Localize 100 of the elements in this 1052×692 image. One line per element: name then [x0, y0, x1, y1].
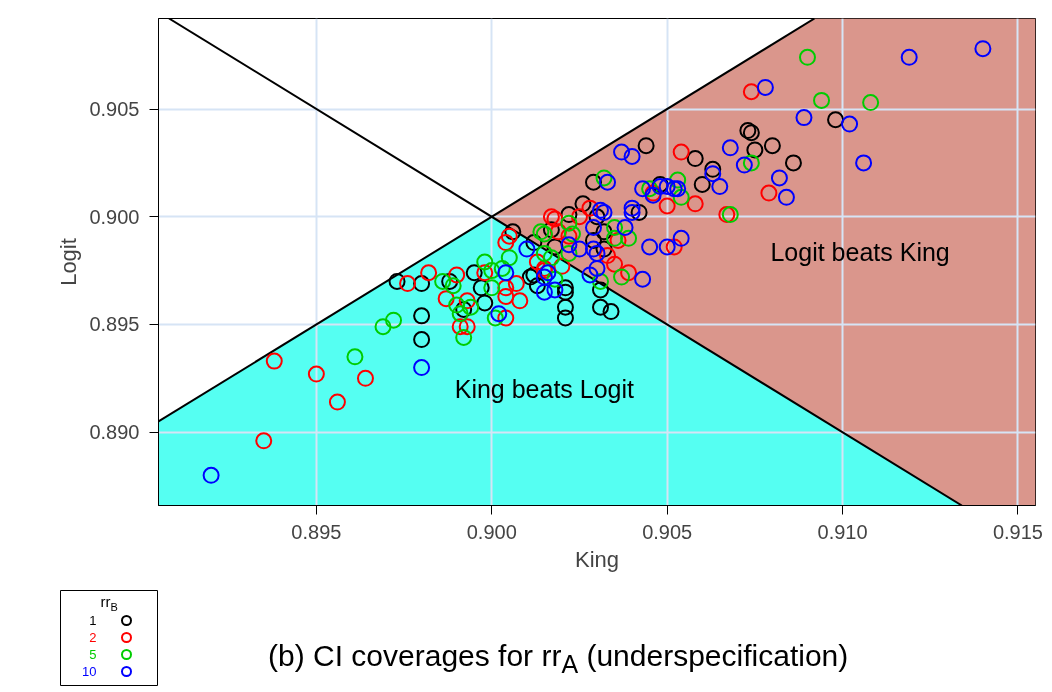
point: [202, 466, 220, 484]
point: [553, 257, 571, 275]
point: [525, 234, 543, 252]
point: [525, 266, 543, 284]
point: [542, 249, 560, 267]
x-tick-label: 0.905: [642, 520, 693, 543]
y-axis-title: Logit: [56, 238, 82, 286]
point: [528, 277, 546, 295]
point: [974, 40, 992, 58]
point: [595, 169, 613, 187]
legend-label: 10: [82, 664, 97, 679]
point: [602, 303, 620, 321]
point: [584, 173, 602, 191]
point: [900, 48, 918, 66]
point: [588, 244, 606, 262]
point: [458, 292, 476, 310]
point: [546, 270, 564, 288]
point: [862, 94, 880, 112]
point: [539, 264, 557, 282]
point: [570, 208, 588, 226]
point: [641, 180, 659, 198]
point: [620, 264, 638, 282]
point: [476, 294, 494, 312]
point: [616, 219, 634, 237]
point: [584, 231, 602, 249]
point: [581, 199, 599, 217]
point: [669, 171, 687, 189]
point: [658, 197, 676, 215]
point: [658, 238, 676, 256]
point: [556, 279, 574, 297]
point: [413, 359, 431, 377]
x-tick-label: 0.910: [817, 520, 868, 543]
point: [595, 240, 613, 258]
point: [521, 268, 539, 286]
point: [497, 287, 515, 305]
point: [476, 264, 494, 282]
point: [584, 219, 602, 237]
point: [385, 311, 403, 329]
point: [855, 154, 873, 172]
point: [613, 268, 631, 286]
point: [760, 184, 778, 202]
point: [546, 210, 564, 228]
x-tick-label: 0.900: [466, 520, 517, 543]
point: [497, 234, 515, 252]
point: [560, 206, 578, 224]
point: [634, 270, 652, 288]
point: [574, 195, 592, 213]
point: [570, 240, 588, 258]
point: [588, 259, 606, 277]
point: [827, 111, 845, 129]
point: [413, 331, 431, 349]
point: [451, 305, 469, 323]
point: [665, 238, 683, 256]
point: [560, 236, 578, 254]
point: [528, 253, 546, 271]
point: [497, 279, 515, 297]
point: [413, 275, 431, 293]
point: [686, 195, 704, 213]
point: [497, 264, 515, 282]
point: [841, 115, 859, 133]
point: [613, 143, 631, 161]
point: [623, 203, 641, 221]
point: [441, 272, 459, 290]
point: [672, 229, 690, 247]
point: [686, 150, 704, 168]
point: [665, 180, 683, 198]
point: [669, 180, 687, 198]
point: [448, 266, 466, 284]
point: [599, 247, 617, 265]
point: [721, 139, 739, 157]
point: [356, 369, 374, 387]
point: [637, 137, 655, 155]
point: [704, 165, 722, 183]
point: [465, 264, 483, 282]
point: [770, 169, 788, 187]
point: [546, 281, 564, 299]
point: [581, 266, 599, 284]
point: [711, 178, 729, 196]
point: [472, 279, 490, 297]
point: [490, 305, 508, 323]
point: [500, 249, 518, 267]
point: [588, 208, 606, 226]
point: [606, 219, 624, 237]
legend-label: 2: [89, 630, 97, 645]
point: [693, 175, 711, 193]
point: [658, 178, 676, 196]
point: [623, 199, 641, 217]
text: (b) CI coverages for rr$_{A}$ (underspecification): [268, 638, 849, 680]
point: [584, 240, 602, 258]
annotation: King beats Logit: [454, 374, 635, 403]
annotation: Logit beats King: [770, 238, 950, 267]
point: [420, 264, 438, 282]
point: [672, 188, 690, 206]
point: [742, 154, 760, 172]
point: [507, 275, 525, 293]
point: [307, 365, 325, 383]
point: [255, 432, 273, 450]
point: [265, 352, 283, 370]
point: [346, 348, 364, 366]
point: [599, 173, 617, 191]
